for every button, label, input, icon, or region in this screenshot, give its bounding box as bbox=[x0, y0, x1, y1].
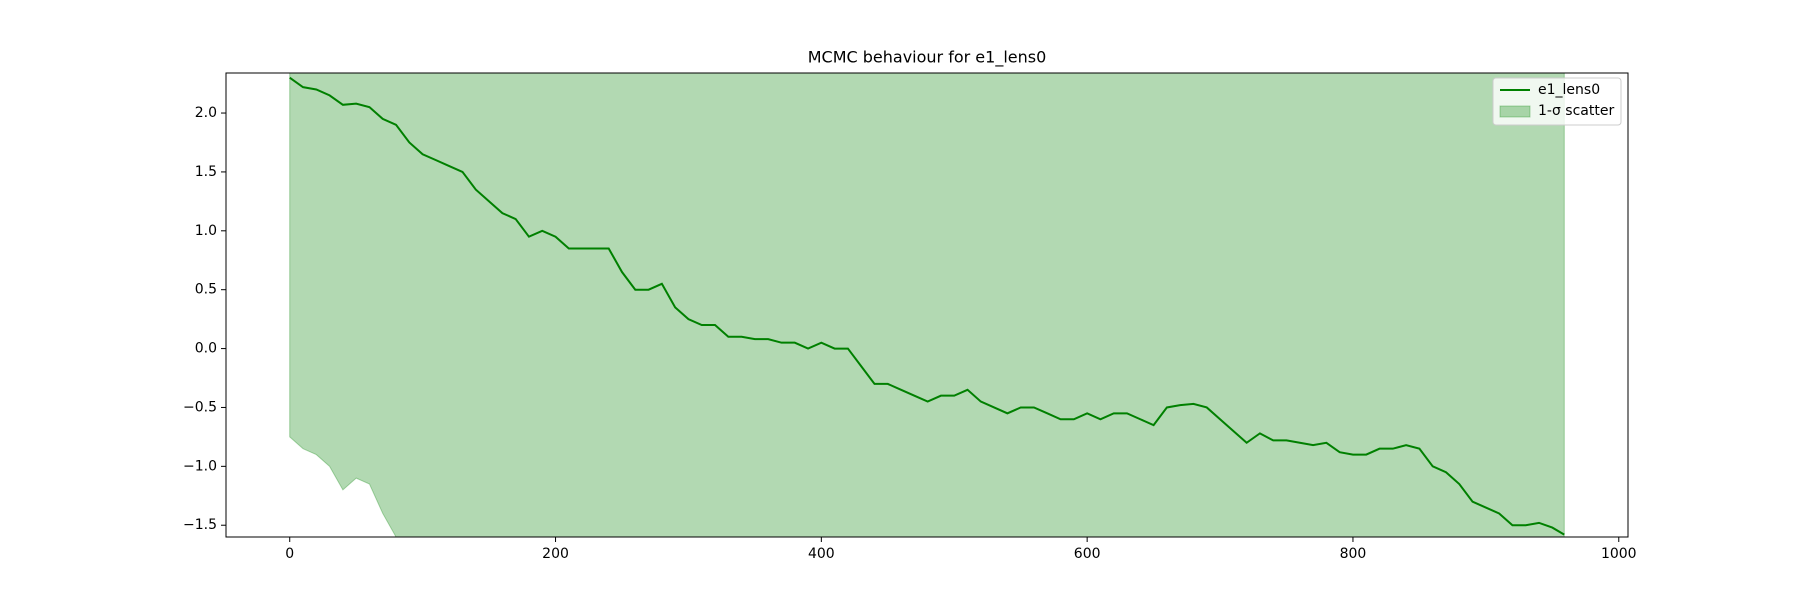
y-tick-label: 1.5 bbox=[195, 164, 217, 180]
axes-frame bbox=[225, 72, 1629, 538]
x-tick-label: 400 bbox=[808, 546, 835, 562]
legend: e1_lens0 1-σ scatter bbox=[1492, 77, 1622, 126]
y-tick-label: 1.0 bbox=[195, 223, 217, 239]
x-tick-label: 200 bbox=[542, 546, 569, 562]
legend-patch bbox=[1499, 105, 1531, 118]
y-tick-label: −0.5 bbox=[183, 399, 217, 415]
x-tick-label: 800 bbox=[1340, 546, 1367, 562]
y-tick-label: 2.0 bbox=[195, 105, 217, 121]
y-tick-label: −1.5 bbox=[183, 517, 217, 533]
x-tick-label: 1000 bbox=[1601, 546, 1637, 562]
legend-label: e1_lens0 bbox=[1538, 82, 1600, 98]
scatter-band bbox=[289, 73, 1565, 537]
y-tick-label: −1.0 bbox=[183, 458, 217, 474]
y-tick-label: 0.5 bbox=[195, 282, 217, 298]
legend-label: 1-σ scatter bbox=[1538, 103, 1614, 119]
x-tick-label: 600 bbox=[1074, 546, 1101, 562]
x-tick-label: 0 bbox=[285, 546, 294, 562]
y-tick-label: 0.0 bbox=[195, 341, 217, 357]
plot-area bbox=[289, 73, 1565, 537]
series-line bbox=[289, 76, 1565, 536]
chart-title: MCMC behaviour for e1_lens0 bbox=[808, 48, 1047, 68]
